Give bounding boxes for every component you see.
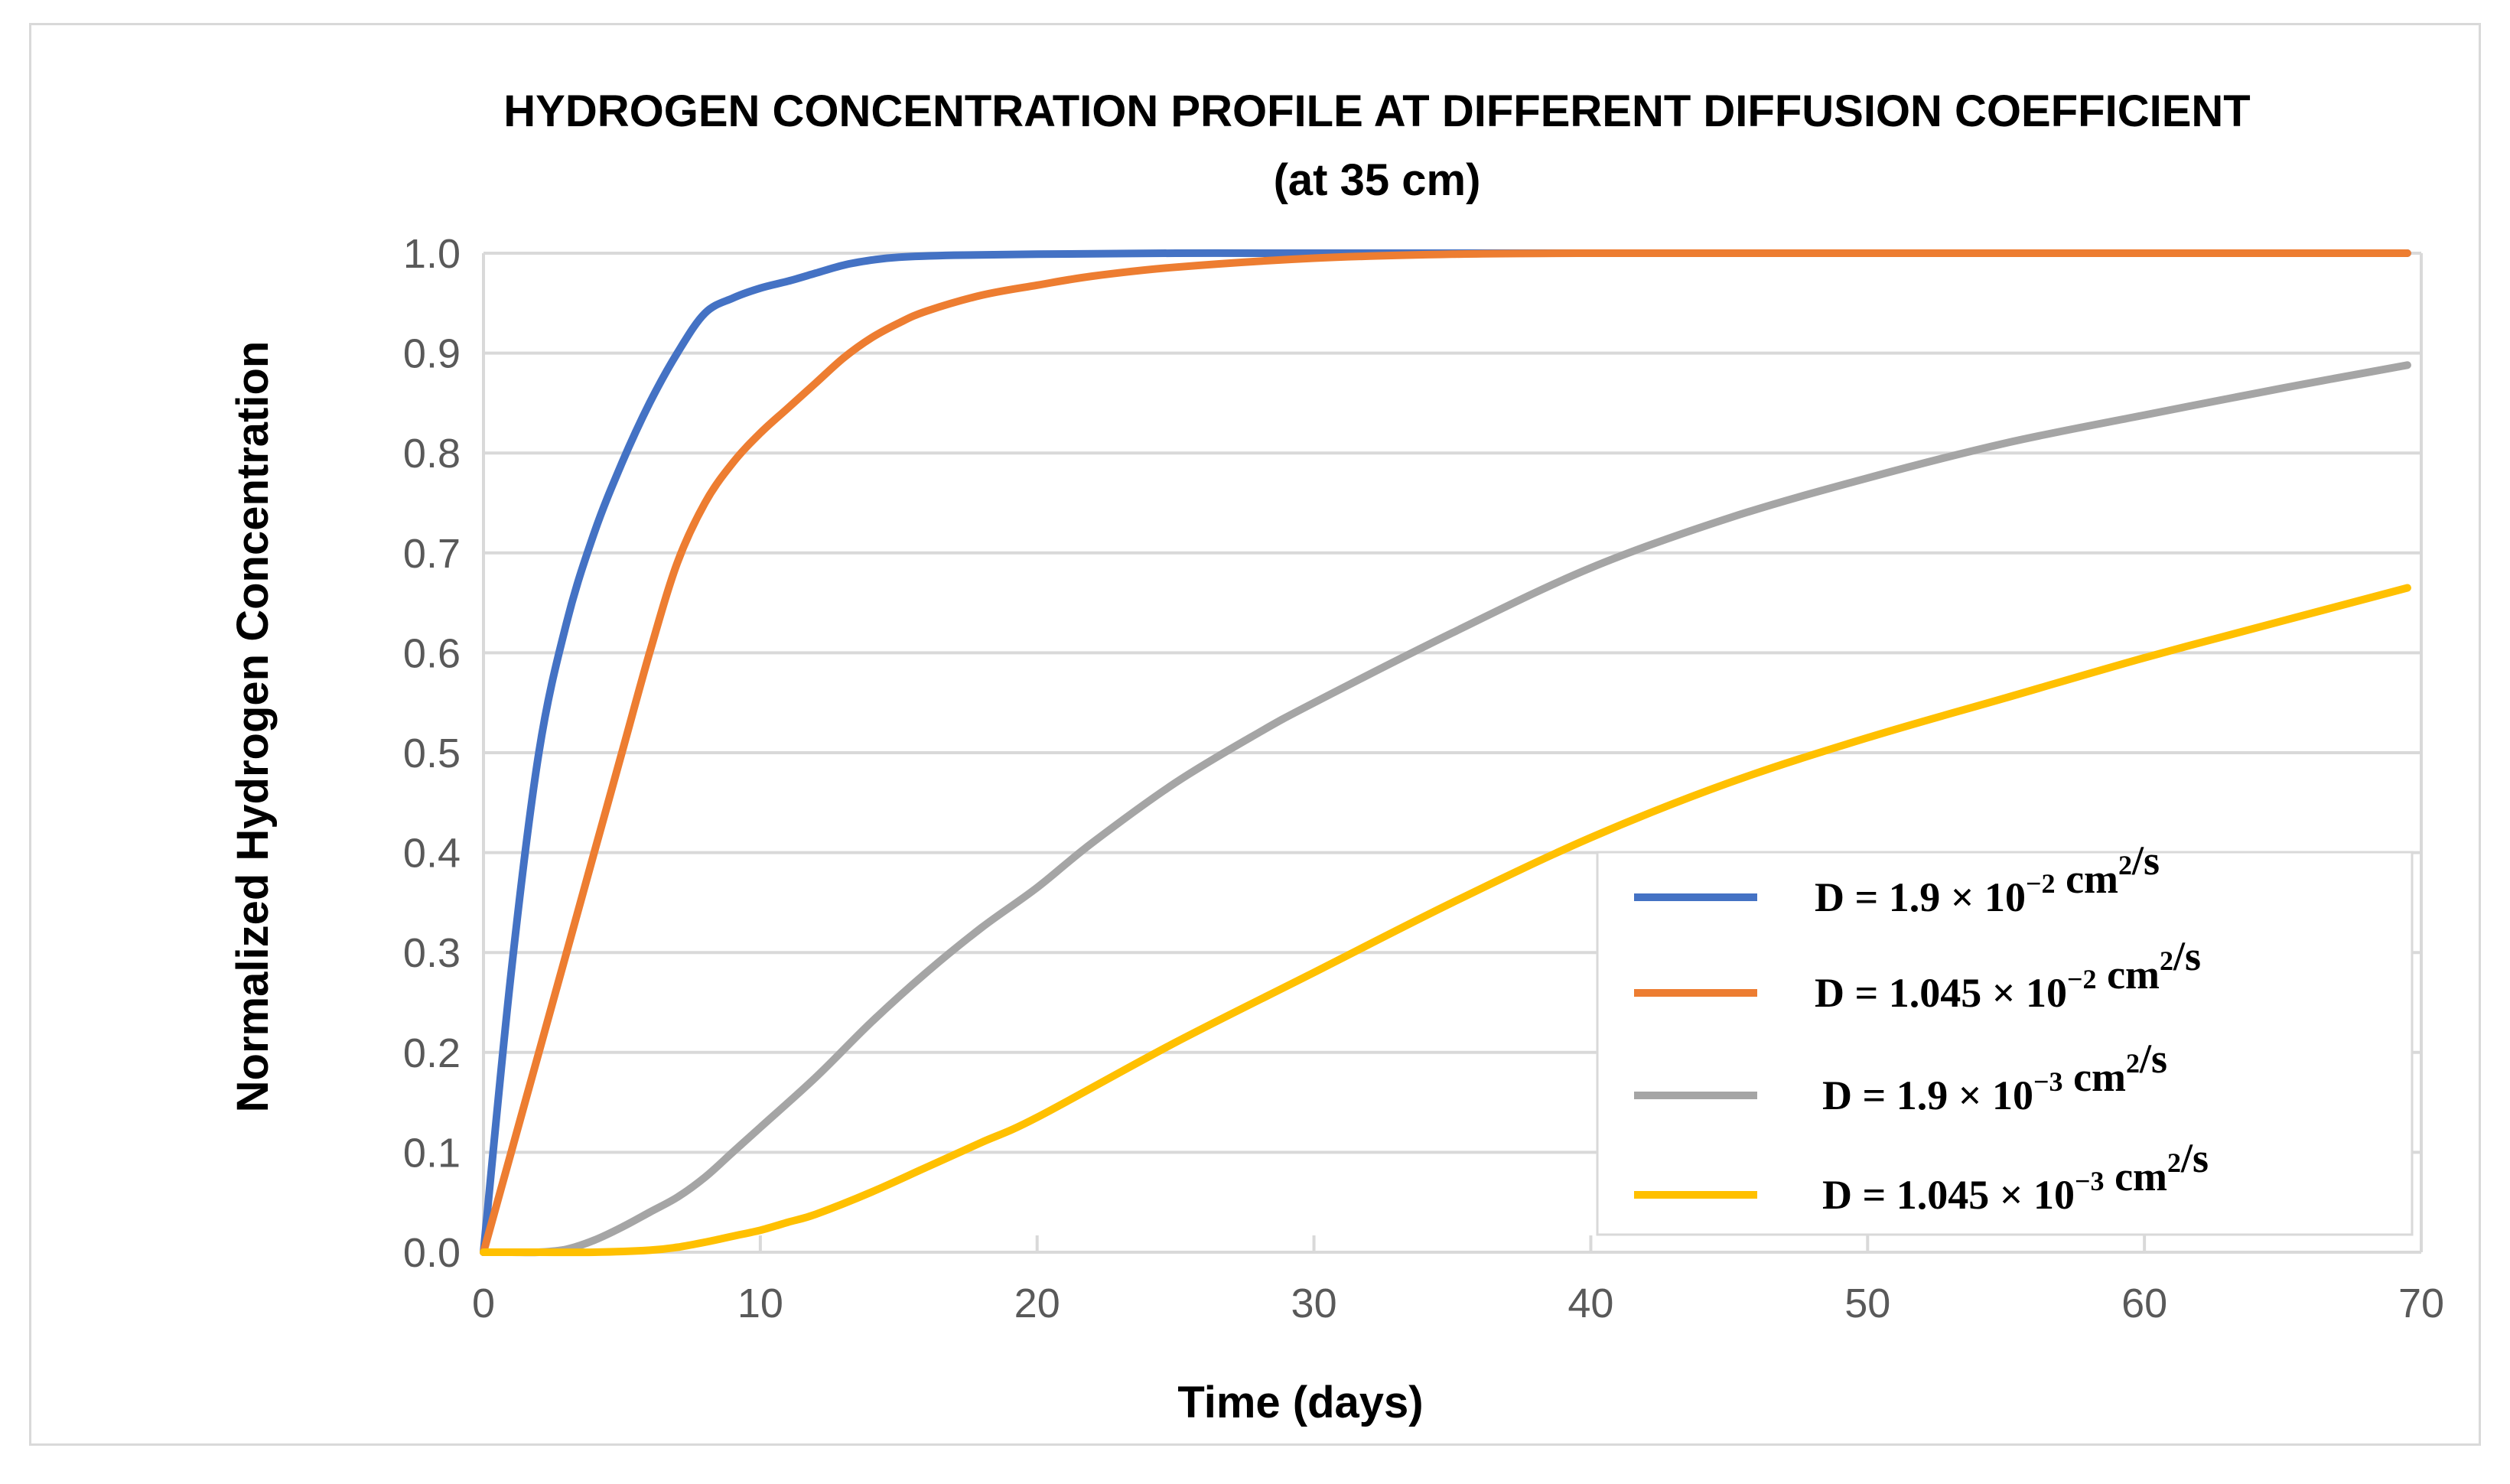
y-tick-label: 0.4 — [403, 831, 461, 877]
chart-title: HYDROGEN CONCENTRATION PROFILE AT DIFFER… — [503, 86, 2250, 136]
y-tick-label: 0.1 — [403, 1130, 461, 1176]
legend-label-3: D = 1.9 × 10−3 cm2/s — [1822, 1036, 2167, 1118]
y-tick-label: 1.0 — [403, 231, 461, 277]
series-line-3 — [480, 361, 2411, 1257]
series-line-4 — [480, 584, 2411, 1257]
x-tick-label: 20 — [1014, 1281, 1060, 1326]
x-tick-label: 50 — [1844, 1281, 1890, 1326]
x-tick-label: 40 — [1568, 1281, 1613, 1326]
legend-label-1: D = 1.9 × 10−2 cm2/s — [1815, 838, 2160, 920]
series-line-2 — [480, 249, 2411, 1256]
y-tick-label: 0.0 — [403, 1230, 461, 1276]
y-tick-label: 0.2 — [403, 1030, 461, 1076]
y-axis-label: Normalized Hydrogen Concentration — [228, 341, 278, 1113]
axes — [482, 253, 2423, 1254]
chart-subtitle: (at 35 cm) — [1274, 155, 1481, 205]
x-axis-label: Time (days) — [1177, 1378, 1423, 1427]
legend-label-4: D = 1.045 × 10−3 cm2/s — [1822, 1135, 2209, 1218]
legend-box — [1596, 851, 2414, 1236]
x-tick-label: 0 — [472, 1281, 495, 1326]
y-tick-label: 0.9 — [403, 331, 461, 377]
series-lines — [480, 249, 2411, 1257]
y-tick-label: 0.8 — [403, 431, 461, 477]
y-tick-label: 0.7 — [403, 531, 461, 577]
x-tick-label: 30 — [1291, 1281, 1337, 1326]
y-tick-label: 0.6 — [403, 630, 461, 676]
legend: D = 1.9 × 10−2 cm2/s D = 1.045 × 10−2 cm2… — [1596, 838, 2414, 1236]
tick-labels: 0.0 0.1 0.2 0.3 0.4 0.5 0.6 0.7 0.8 0.9 1.0 0 10 20 30… — [403, 231, 2444, 1326]
legend-label-2: D = 1.045 × 10−2 cm2/s — [1815, 933, 2201, 1016]
y-tick-label: 0.5 — [403, 731, 461, 776]
x-tick-label: 10 — [737, 1281, 783, 1326]
x-tick-label: 60 — [2121, 1281, 2167, 1326]
x-tick-label: 70 — [2398, 1281, 2444, 1326]
y-tick-label: 0.3 — [403, 930, 461, 976]
